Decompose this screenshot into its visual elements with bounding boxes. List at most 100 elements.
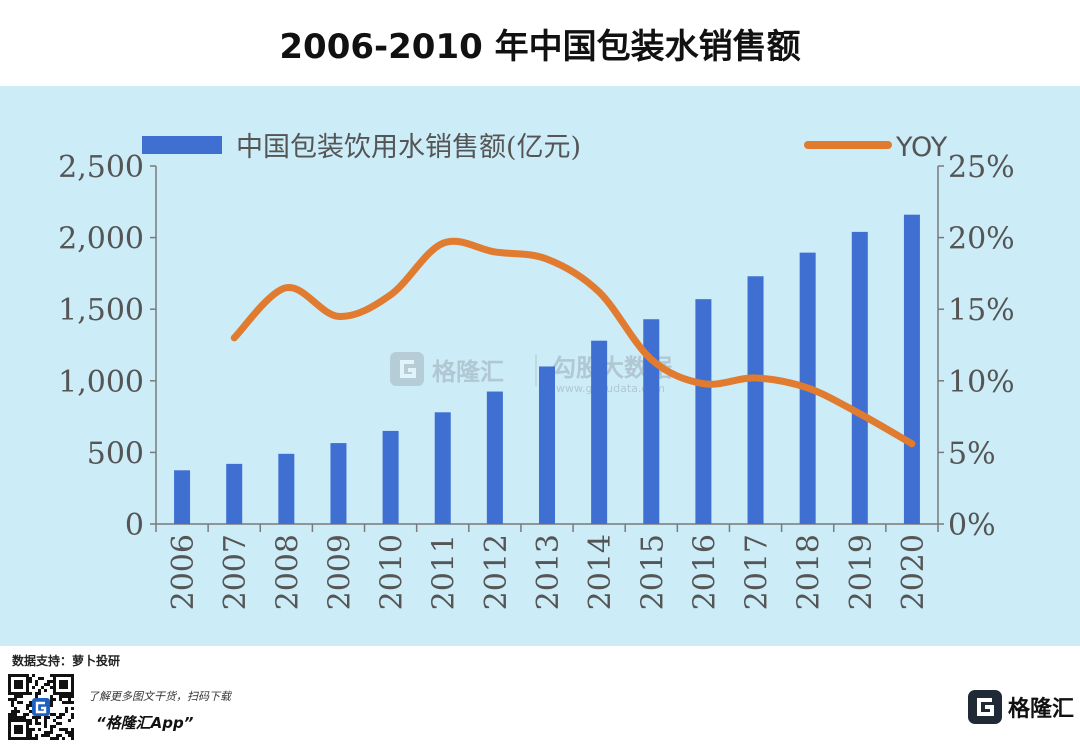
- chart-svg: 格隆汇 勾股大数据 www.gogudata.com 中国包装饮用水销售额(亿元…: [58, 132, 1015, 610]
- watermark: 格隆汇 勾股大数据 www.gogudata.com: [390, 352, 672, 395]
- brand-logo: 格隆汇: [968, 690, 1074, 724]
- x-tick-label: 2017: [740, 534, 775, 610]
- qr-module: [50, 701, 53, 704]
- qr-module: [56, 716, 59, 719]
- qr-module: [50, 725, 53, 728]
- qr-module: [23, 716, 26, 719]
- promo-text: 了解更多图文干货，扫码下载: [88, 690, 231, 703]
- qr-module: [59, 695, 62, 698]
- yoy-point: [598, 291, 600, 293]
- qr-module: [59, 722, 62, 725]
- qr-module: [14, 695, 17, 698]
- qr-module: [50, 686, 53, 689]
- qr-module: [20, 695, 23, 698]
- bar: [330, 443, 347, 524]
- qr-module: [14, 710, 17, 713]
- watermark-url: www.gogudata.com: [556, 382, 665, 395]
- qr-module: [68, 701, 71, 704]
- qr-module: [71, 713, 74, 716]
- qr-module: [47, 716, 50, 719]
- watermark-logo-glyph: [400, 360, 416, 378]
- qr-module: [44, 725, 47, 728]
- qr-module: [29, 692, 32, 695]
- qr-module: [50, 674, 53, 677]
- qr-module: [38, 677, 41, 680]
- qr-module: [62, 737, 65, 740]
- qr-module: [71, 737, 74, 740]
- qr-module: [50, 680, 53, 683]
- bar: [695, 299, 712, 524]
- yoy-point: [807, 387, 809, 389]
- qr-module: [59, 728, 62, 731]
- qr-module: [38, 716, 41, 719]
- qr-module: [44, 722, 47, 725]
- qr-module: [14, 698, 17, 701]
- yoy-point: [702, 383, 704, 385]
- qr-module: [11, 701, 14, 704]
- qr-module: [11, 710, 14, 713]
- qr-module: [50, 704, 53, 707]
- qr-module: [71, 701, 74, 704]
- qr-module: [65, 701, 68, 704]
- qr-module: [53, 719, 56, 722]
- bar: [747, 276, 764, 524]
- yoy-point: [337, 315, 339, 317]
- qr-module: [50, 728, 53, 731]
- qr-module: [68, 731, 71, 734]
- qr-module: [20, 716, 23, 719]
- y-right-tick-label: 10%: [948, 365, 1015, 400]
- x-tick-label: 2012: [479, 534, 514, 610]
- qr-module: [44, 683, 47, 686]
- footer: 数据支持：萝卜投研 了解更多图文干货，扫码下载 “格隆汇App” 格隆汇: [0, 646, 1080, 744]
- x-tick-label: 2008: [270, 534, 305, 610]
- yoy-point: [390, 294, 392, 296]
- qr-module: [26, 704, 29, 707]
- qr-module: [14, 707, 17, 710]
- qr-finder-inner: [14, 680, 23, 689]
- chart-panel: 格隆汇 勾股大数据 www.gogudata.com 中国包装饮用水销售额(亿元…: [0, 86, 1080, 646]
- x-tick-label: 2020: [896, 534, 931, 610]
- qr-module: [35, 719, 38, 722]
- qr-module: [65, 695, 68, 698]
- qr-module: [8, 698, 11, 701]
- qr-module: [32, 737, 35, 740]
- qr-module: [53, 725, 56, 728]
- bar: [903, 214, 920, 525]
- x-tick-label: 2014: [583, 534, 618, 610]
- qr-module: [50, 698, 53, 701]
- qr-module: [56, 734, 59, 737]
- qr-module: [44, 731, 47, 734]
- qr-module: [14, 716, 17, 719]
- qr-module: [65, 728, 68, 731]
- qr-module: [59, 713, 62, 716]
- y-right-tick-label: 25%: [948, 150, 1015, 185]
- qr-module: [62, 701, 65, 704]
- qr-module: [38, 692, 41, 695]
- qr-module: [47, 734, 50, 737]
- x-tick-label: 2007: [218, 534, 253, 610]
- qr-module: [23, 713, 26, 716]
- bar: [591, 340, 608, 524]
- qr-module: [29, 704, 32, 707]
- qr-module: [35, 695, 38, 698]
- x-tick-label: 2018: [792, 534, 827, 610]
- yoy-point: [285, 287, 287, 289]
- qr-module: [14, 713, 17, 716]
- data-source-label: 数据支持：萝卜投研: [12, 654, 121, 668]
- yoy-point: [755, 377, 757, 379]
- qr-finder-inner: [59, 680, 68, 689]
- qr-module: [71, 731, 74, 734]
- qr-module: [47, 680, 50, 683]
- y-right-tick-label: 20%: [948, 222, 1015, 257]
- y-left-tick-label: 2,000: [58, 222, 144, 257]
- qr-module: [32, 716, 35, 719]
- qr-code-icon[interactable]: [8, 674, 74, 740]
- qr-module: [11, 716, 14, 719]
- qr-module: [62, 695, 65, 698]
- qr-module: [47, 731, 50, 734]
- qr-module: [65, 731, 68, 734]
- qr-module: [41, 686, 44, 689]
- qr-module: [29, 734, 32, 737]
- qr-module: [11, 698, 14, 701]
- qr-module: [44, 734, 47, 737]
